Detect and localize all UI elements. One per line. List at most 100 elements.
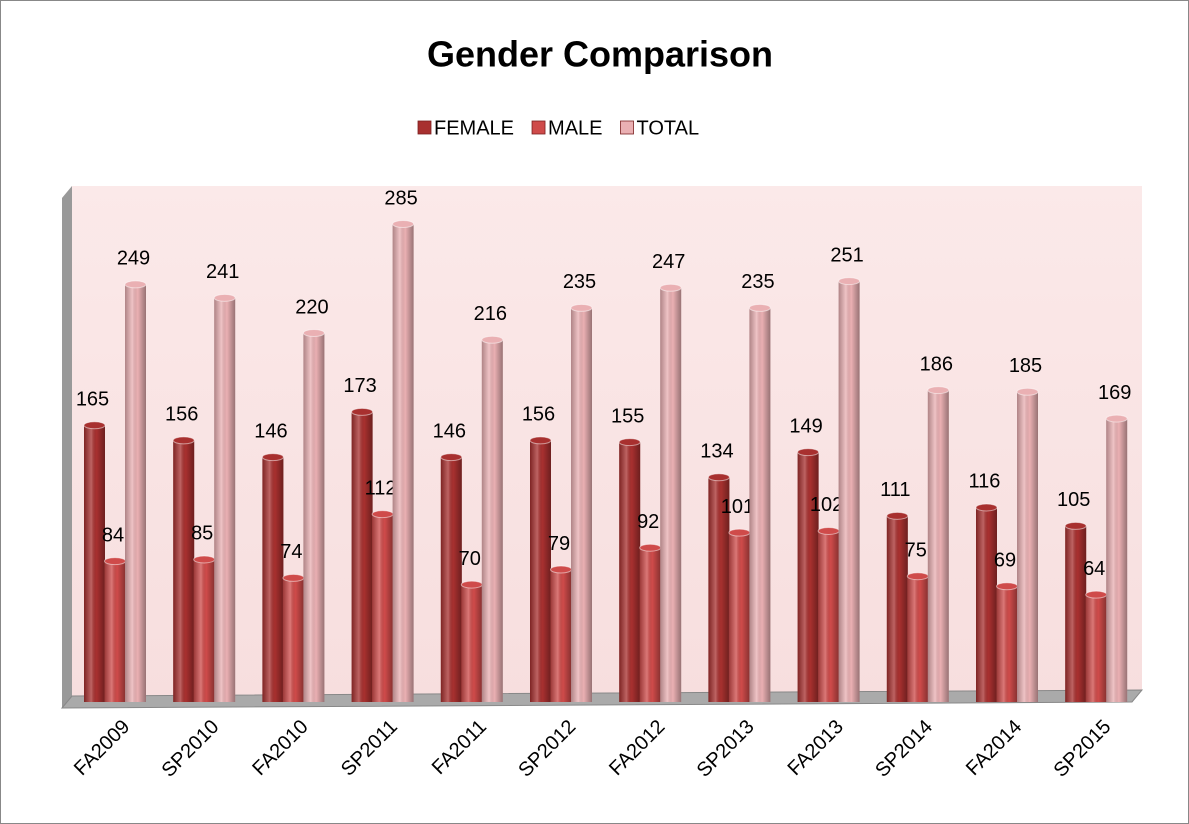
bar [172, 436, 195, 702]
bar-top [1085, 590, 1108, 599]
legend-label: MALE [548, 117, 602, 139]
side-wall [62, 186, 72, 708]
bar-top [302, 329, 325, 338]
bar-shade [886, 515, 908, 702]
bar-top [550, 565, 572, 574]
bar-shade [749, 307, 771, 702]
bar [639, 543, 662, 702]
bar-top [797, 448, 820, 457]
bar-shade [927, 390, 949, 702]
bar-shade [104, 561, 126, 702]
bar-shade [84, 425, 105, 702]
bar [1016, 387, 1039, 702]
bar-shade [262, 457, 284, 702]
data-label: 185 [1009, 355, 1042, 377]
data-label: 216 [474, 303, 507, 325]
data-label: 173 [343, 375, 376, 397]
bar-top [172, 436, 195, 445]
bar-shade [125, 284, 146, 702]
bar [570, 303, 593, 702]
data-label: 134 [700, 441, 733, 463]
data-label: 70 [459, 548, 481, 570]
bar-shade [392, 224, 414, 702]
data-label: 149 [789, 415, 822, 437]
data-label: 79 [548, 533, 570, 555]
data-label: 251 [830, 244, 863, 266]
bar [213, 293, 236, 702]
bar-shade [193, 559, 215, 702]
data-label: 146 [254, 420, 287, 442]
data-label: 75 [905, 540, 927, 562]
bar-top [838, 277, 861, 286]
bar [460, 580, 483, 702]
data-label: 285 [384, 187, 417, 209]
bar [282, 573, 305, 702]
bar-shade [530, 440, 551, 702]
bar-top [261, 453, 284, 462]
data-label: 69 [994, 550, 1016, 572]
bar-top [213, 293, 236, 302]
data-label: 105 [1057, 489, 1090, 511]
bar-shade [282, 577, 304, 702]
bar-shade [1085, 594, 1107, 702]
bar [618, 438, 641, 702]
data-label: 101 [721, 496, 754, 518]
bar-shade [797, 452, 819, 702]
bar-shade [728, 532, 750, 702]
bar-shade [303, 333, 325, 702]
bar-top [927, 386, 950, 395]
bar [550, 565, 572, 702]
bar-shade [372, 514, 394, 702]
bar-top [639, 543, 662, 552]
bar-top [371, 510, 394, 519]
data-label: 74 [280, 541, 302, 563]
bar [104, 557, 126, 702]
data-label: 169 [1098, 382, 1131, 404]
bar-top [481, 335, 504, 344]
data-label: 156 [165, 404, 198, 426]
bar-shade [996, 586, 1018, 702]
bar [748, 303, 771, 702]
bar-shade [571, 307, 592, 702]
data-label: 155 [611, 405, 644, 427]
bar-shade [907, 576, 929, 702]
bar-top [529, 436, 552, 445]
bar [906, 572, 929, 702]
legend-swatch [531, 120, 546, 135]
bar-shade [708, 477, 730, 702]
data-label: 249 [117, 248, 150, 270]
data-label: 235 [741, 271, 774, 293]
data-label: 146 [433, 420, 466, 442]
bar-shade [1017, 391, 1038, 702]
bar-top [975, 503, 998, 512]
bar-top [351, 407, 374, 416]
bar-top [748, 303, 771, 312]
bar [817, 526, 840, 702]
bar [659, 283, 682, 702]
bar [371, 510, 394, 702]
bar [927, 386, 950, 702]
bar [261, 453, 284, 702]
legend-swatch [620, 120, 634, 135]
bar [886, 511, 909, 702]
bar [440, 453, 463, 702]
bar [707, 473, 730, 702]
data-label: 186 [920, 353, 953, 375]
bar [975, 503, 998, 702]
bar-top [104, 557, 126, 566]
data-label: 84 [102, 524, 124, 546]
bar-top [817, 526, 840, 535]
bar [351, 407, 374, 702]
data-label: 247 [652, 251, 685, 273]
bar-top [707, 473, 730, 482]
floor [60, 689, 1144, 709]
bar-top [460, 580, 483, 589]
data-label: 102 [810, 494, 843, 516]
bar-shade [351, 411, 373, 702]
bar-top [124, 280, 147, 289]
bar [1064, 521, 1087, 702]
bar [1085, 590, 1108, 702]
bar [124, 280, 147, 702]
bar-shade [1106, 418, 1128, 702]
